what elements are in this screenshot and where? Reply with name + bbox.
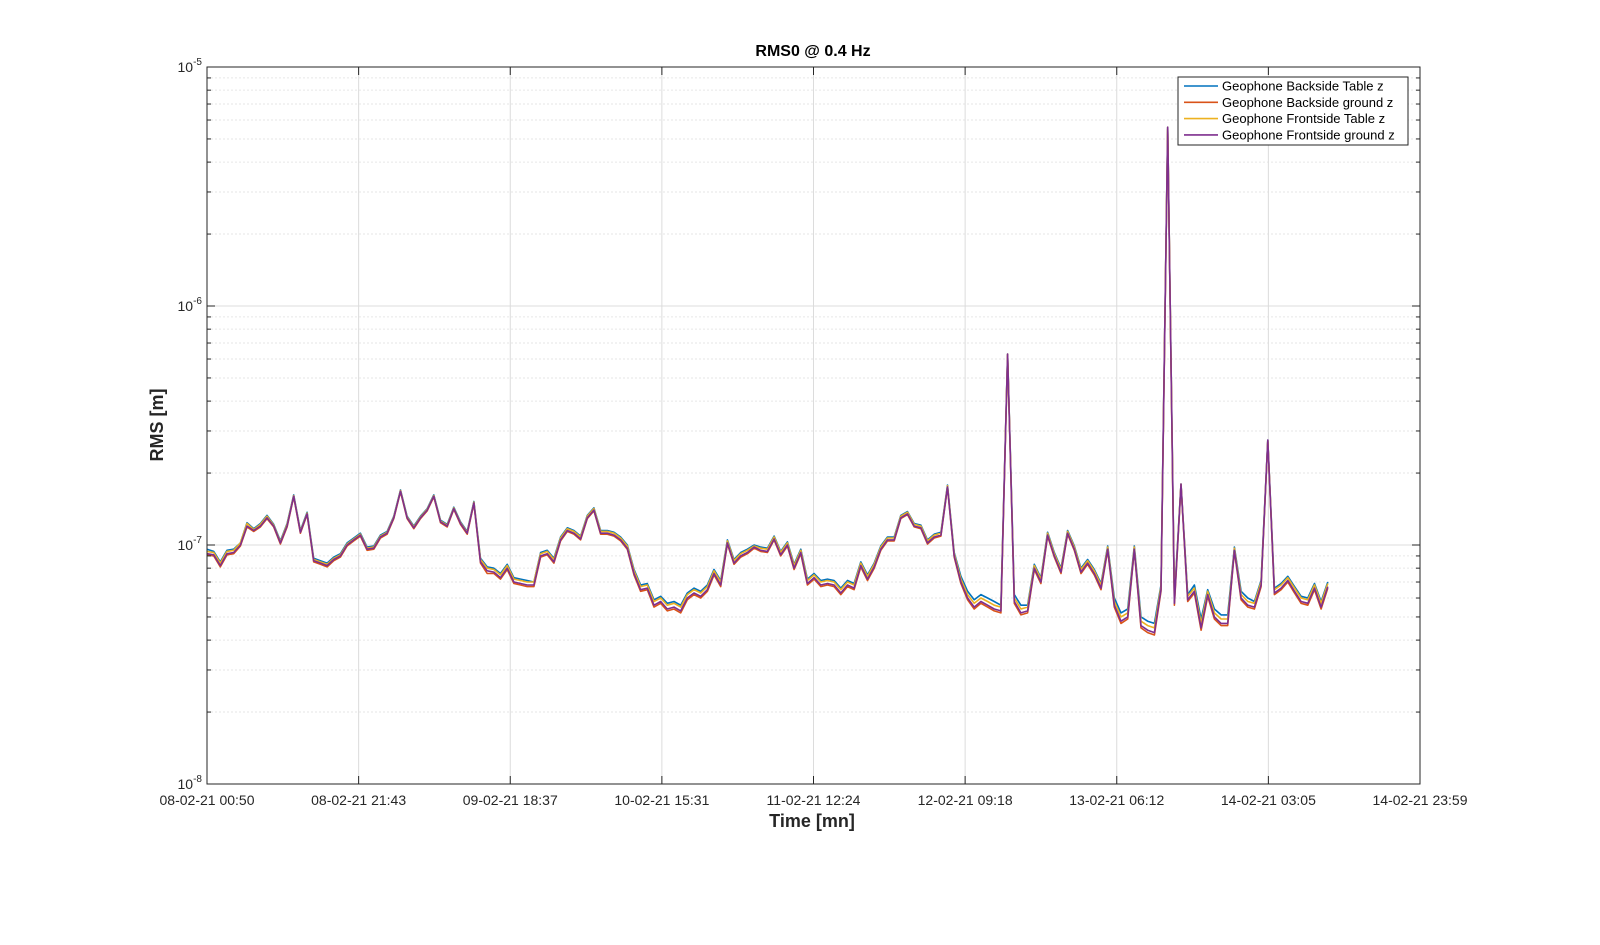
legend-box: [1177, 76, 1409, 146]
y-tick-label: 10-8: [178, 774, 203, 792]
x-tick-labels: 08-02-21 00:50 08-02-21 21:43 09-02-21 18:…: [160, 792, 1468, 808]
legend-label: Geophone Backside Table z: [1222, 79, 1384, 94]
x-tick-label: 12-02-21 09:18: [918, 792, 1013, 808]
legend-label: Geophone Frontside ground z: [1222, 127, 1395, 142]
y-tick-labels: 10-8 10-7 10-6 10-5: [178, 57, 203, 792]
x-axis-title: Time [mn]: [769, 811, 855, 831]
legend-label: Geophone Backside ground z: [1222, 95, 1393, 110]
x-tick-label: 11-02-21 12:24: [767, 792, 861, 808]
x-tick-label: 08-02-21 00:50: [160, 792, 255, 808]
y-tick-label: 10-7: [178, 535, 203, 553]
legend-label: Geophone Frontside Table z: [1222, 111, 1385, 126]
x-tick-label: 10-02-21 15:31: [614, 792, 709, 808]
x-tick-label: 14-02-21 23:59: [1373, 792, 1468, 808]
x-tick-label: 08-02-21 21:43: [311, 792, 406, 808]
x-tick-label: 13-02-21 06:12: [1069, 792, 1164, 808]
chart-title: RMS0 @ 0.4 Hz: [755, 43, 870, 60]
series-layer: [206, 126, 1329, 636]
series-frontside-ground-line: [206, 126, 1329, 634]
x-tick-label: 09-02-21 18:37: [463, 792, 558, 808]
x-tick-label: 14-02-21 03:05: [1221, 792, 1316, 808]
y-tick-label: 10-5: [178, 57, 203, 75]
ticks: [206, 66, 1421, 785]
y-tick-label: 10-6: [178, 296, 203, 314]
y-axis-title: RMS [m]: [147, 389, 167, 462]
